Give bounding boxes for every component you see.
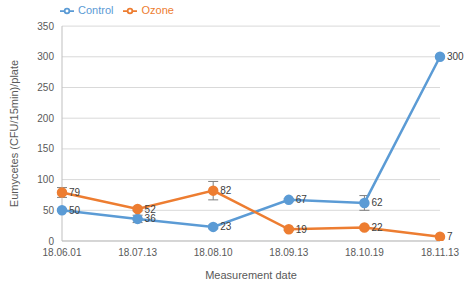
svg-text:18.06.01: 18.06.01 [43, 247, 82, 258]
svg-text:200: 200 [37, 113, 54, 124]
svg-text:50: 50 [69, 205, 81, 216]
svg-text:18.10.19: 18.10.19 [345, 247, 384, 258]
svg-text:79: 79 [69, 187, 81, 198]
svg-text:36: 36 [145, 213, 157, 224]
svg-text:250: 250 [37, 82, 54, 93]
svg-text:Eumycetes (CFU/15min)/plate: Eumycetes (CFU/15min)/plate [8, 60, 20, 207]
svg-text:18.09.13: 18.09.13 [269, 247, 308, 258]
svg-text:7: 7 [447, 231, 453, 242]
svg-text:Measurement date: Measurement date [205, 269, 297, 281]
svg-text:18.07.13: 18.07.13 [118, 247, 157, 258]
svg-text:52: 52 [145, 204, 157, 215]
svg-text:100: 100 [37, 174, 54, 185]
svg-text:82: 82 [220, 185, 232, 196]
svg-text:0: 0 [48, 236, 54, 247]
svg-text:50: 50 [43, 205, 55, 216]
svg-text:300: 300 [37, 51, 54, 62]
svg-text:22: 22 [371, 222, 383, 233]
svg-text:150: 150 [37, 143, 54, 154]
svg-text:19: 19 [296, 224, 308, 235]
svg-text:23: 23 [220, 221, 232, 232]
svg-text:300: 300 [447, 51, 460, 62]
svg-text:18.11.13: 18.11.13 [421, 247, 460, 258]
svg-text:350: 350 [37, 21, 54, 32]
html-text:Ozone: Ozone [141, 4, 174, 16]
html-text:Control: Control [78, 4, 114, 16]
svg-text:67: 67 [296, 194, 308, 205]
svg-text:62: 62 [371, 197, 383, 208]
svg-text:18.08.10: 18.08.10 [194, 247, 233, 258]
